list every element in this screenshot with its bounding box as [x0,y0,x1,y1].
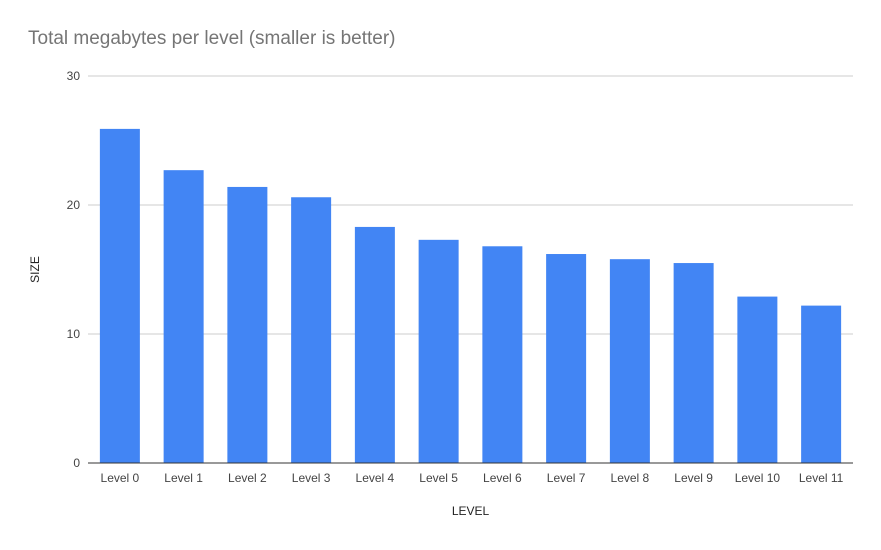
x-tick-label: Level 3 [292,471,331,485]
y-tick-label: 20 [67,198,81,212]
bar [546,254,587,463]
x-tick-label: Level 11 [799,471,844,485]
x-axis-title: LEVEL [452,504,490,518]
x-tick-label: Level 5 [419,471,458,485]
x-tick-label: Level 0 [101,471,140,485]
bar [673,263,714,463]
bar [609,259,650,463]
chart-title: Total megabytes per level (smaller is be… [28,28,396,49]
bar [163,170,204,464]
x-tick-label: Level 4 [356,471,395,485]
y-axis-title: SIZE [28,256,42,283]
bar [227,186,268,463]
bar [99,128,140,463]
bar [801,305,842,463]
y-tick-label: 10 [67,327,81,341]
x-tick-label: Level 7 [547,471,586,485]
bar [737,296,778,463]
bar [482,246,523,463]
bar [354,226,395,463]
x-tick-label: Level 9 [674,471,713,485]
x-tick-label: Level 6 [483,471,522,485]
x-tick-label: Level 10 [735,471,781,485]
x-tick-label: Level 8 [611,471,650,485]
y-tick-label: 30 [67,69,81,83]
y-tick-label: 0 [73,456,80,470]
bar [291,197,332,463]
bar [418,239,459,463]
x-tick-label: Level 2 [228,471,267,485]
x-tick-label: Level 1 [164,471,203,485]
